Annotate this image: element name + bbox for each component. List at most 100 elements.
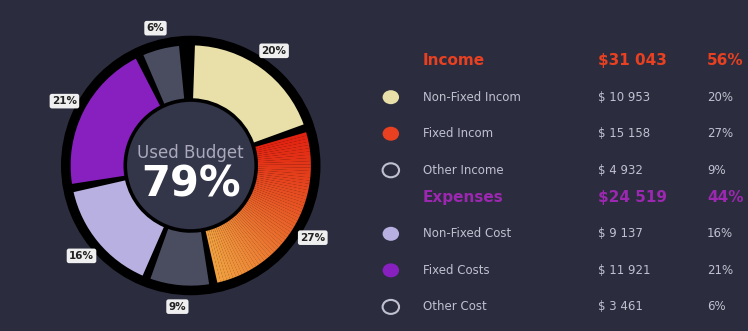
Wedge shape xyxy=(233,216,269,259)
Text: Non-Fixed Incom: Non-Fixed Incom xyxy=(423,91,521,104)
Wedge shape xyxy=(247,201,292,232)
Wedge shape xyxy=(255,132,307,149)
Text: Other Cost: Other Cost xyxy=(423,301,486,313)
Text: Fixed Incom: Fixed Incom xyxy=(423,127,493,140)
Wedge shape xyxy=(256,181,307,197)
Wedge shape xyxy=(254,186,305,206)
Text: $ 9 137: $ 9 137 xyxy=(598,227,643,240)
Circle shape xyxy=(382,90,399,104)
Text: 56%: 56% xyxy=(707,53,744,68)
Wedge shape xyxy=(257,148,310,158)
Wedge shape xyxy=(258,161,311,165)
Text: Other Income: Other Income xyxy=(423,164,503,177)
Wedge shape xyxy=(257,176,310,187)
Wedge shape xyxy=(257,151,310,160)
Text: 9%: 9% xyxy=(707,164,726,177)
Text: Expenses: Expenses xyxy=(423,190,503,205)
Text: $24 519: $24 519 xyxy=(598,190,667,205)
Text: 16%: 16% xyxy=(707,227,733,240)
Text: 27%: 27% xyxy=(707,127,733,140)
Text: $ 3 461: $ 3 461 xyxy=(598,301,643,313)
Wedge shape xyxy=(237,213,277,252)
Wedge shape xyxy=(229,220,262,264)
Text: Income: Income xyxy=(423,53,485,68)
Wedge shape xyxy=(258,158,311,163)
Wedge shape xyxy=(250,197,298,224)
Wedge shape xyxy=(257,138,308,152)
Wedge shape xyxy=(255,183,307,200)
Wedge shape xyxy=(257,142,309,154)
Wedge shape xyxy=(212,228,233,279)
Wedge shape xyxy=(242,207,285,243)
Text: $ 11 921: $ 11 921 xyxy=(598,264,651,277)
Wedge shape xyxy=(258,167,311,171)
Wedge shape xyxy=(257,145,310,156)
Text: $31 043: $31 043 xyxy=(598,53,667,68)
Wedge shape xyxy=(230,219,264,262)
Wedge shape xyxy=(256,179,308,194)
Wedge shape xyxy=(193,45,304,142)
Text: 16%: 16% xyxy=(69,251,94,261)
Text: Non-Fixed Cost: Non-Fixed Cost xyxy=(423,227,511,240)
Text: 44%: 44% xyxy=(707,190,744,205)
Circle shape xyxy=(127,102,254,229)
Wedge shape xyxy=(223,224,251,271)
Wedge shape xyxy=(244,206,287,240)
Wedge shape xyxy=(219,225,245,274)
Wedge shape xyxy=(258,155,310,161)
Wedge shape xyxy=(258,168,310,174)
Wedge shape xyxy=(257,177,309,190)
Wedge shape xyxy=(70,59,160,184)
Wedge shape xyxy=(248,200,294,229)
Wedge shape xyxy=(73,180,164,276)
Wedge shape xyxy=(245,203,291,235)
Text: 9%: 9% xyxy=(168,302,186,312)
Text: Fixed Costs: Fixed Costs xyxy=(423,264,489,277)
Text: Used Budget: Used Budget xyxy=(138,145,244,163)
Text: 6%: 6% xyxy=(147,23,165,33)
Wedge shape xyxy=(239,211,279,250)
Wedge shape xyxy=(218,226,242,275)
Text: 21%: 21% xyxy=(707,264,733,277)
Text: 20%: 20% xyxy=(262,46,286,56)
Wedge shape xyxy=(236,214,275,254)
Wedge shape xyxy=(254,185,306,203)
Wedge shape xyxy=(245,204,289,237)
Wedge shape xyxy=(150,229,209,286)
Wedge shape xyxy=(240,210,281,248)
Circle shape xyxy=(382,227,399,241)
Wedge shape xyxy=(252,192,301,215)
Wedge shape xyxy=(215,228,236,278)
Wedge shape xyxy=(241,209,283,245)
Text: 21%: 21% xyxy=(52,96,77,106)
Wedge shape xyxy=(251,195,299,221)
Wedge shape xyxy=(209,230,227,281)
Wedge shape xyxy=(253,190,303,212)
Text: $ 15 158: $ 15 158 xyxy=(598,127,651,140)
Wedge shape xyxy=(206,231,221,283)
Text: $ 10 953: $ 10 953 xyxy=(598,91,651,104)
Wedge shape xyxy=(216,227,239,277)
Text: 79%: 79% xyxy=(141,164,241,206)
Wedge shape xyxy=(232,217,267,260)
Wedge shape xyxy=(61,36,320,295)
Wedge shape xyxy=(211,229,230,280)
Wedge shape xyxy=(226,222,257,268)
Wedge shape xyxy=(256,135,308,151)
Wedge shape xyxy=(251,193,300,218)
Wedge shape xyxy=(221,225,248,273)
Wedge shape xyxy=(254,188,304,209)
Wedge shape xyxy=(144,46,184,104)
Text: 27%: 27% xyxy=(300,233,325,243)
Wedge shape xyxy=(235,215,272,257)
Text: $ 4 932: $ 4 932 xyxy=(598,164,643,177)
Wedge shape xyxy=(248,198,296,227)
Wedge shape xyxy=(257,170,310,177)
Circle shape xyxy=(382,127,399,141)
Wedge shape xyxy=(224,223,254,270)
Wedge shape xyxy=(258,164,311,168)
Text: 20%: 20% xyxy=(707,91,733,104)
Text: 6%: 6% xyxy=(707,301,726,313)
Wedge shape xyxy=(257,174,310,184)
Wedge shape xyxy=(227,221,259,266)
